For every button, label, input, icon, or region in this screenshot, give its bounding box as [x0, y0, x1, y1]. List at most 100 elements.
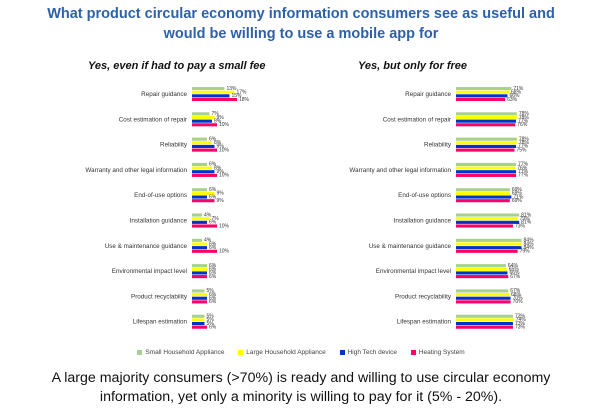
- category-label-free-environmental-impact-level: Environmental impact level: [376, 268, 451, 275]
- bar-free-product-recyclability-high-tech: [456, 296, 511, 300]
- bar-paid-installation-guidance-small-household: [192, 213, 202, 217]
- bar-paid-installation-guidance-heating-system: [192, 224, 217, 228]
- category-label-free-product-recyclability: Product recyclability: [395, 293, 452, 300]
- data-label-free-repair-guidance-heating-system: 63%: [507, 97, 518, 103]
- data-label-paid-product-recyclability-high-tech: 6%: [209, 296, 217, 302]
- data-label-free-use-maintenance-guidance-small-household: 84%: [524, 238, 535, 244]
- data-label-paid-reliability-high-tech: 9%: [217, 144, 225, 150]
- data-label-free-product-recyclability-high-tech: 70%: [513, 296, 524, 302]
- bar-paid-repair-guidance-small-household: [192, 87, 225, 91]
- bar-paid-cost-estimation-of-repair-heating-system: [192, 123, 217, 127]
- bar-free-repair-guidance-heating-system: [456, 97, 506, 102]
- bar-free-installation-guidance-high-tech: [456, 220, 520, 224]
- bar-paid-lifespan-estimation-small-household: [192, 314, 205, 318]
- data-label-paid-reliability-large-household: 8%: [214, 140, 222, 146]
- data-label-paid-lifespan-estimation-high-tech: 5%: [207, 321, 215, 327]
- data-label-free-repair-guidance-small-household: 71%: [513, 86, 524, 92]
- data-label-paid-cost-estimation-of-repair-large-household: 9%: [217, 115, 225, 121]
- category-label-free-end-of-use-options: End-of-use options: [398, 192, 451, 199]
- data-label-free-end-of-use-options-high-tech: 71%: [513, 194, 524, 200]
- data-label-paid-environmental-impact-level-small-household: 6%: [209, 263, 217, 269]
- bar-free-end-of-use-options-heating-system: [456, 199, 510, 203]
- data-label-free-cost-estimation-of-repair-heating-system: 76%: [517, 122, 528, 128]
- category-label-paid-lifespan-estimation: Lifespan estimation: [133, 319, 188, 326]
- bar-paid-environmental-impact-level-large-household: [192, 267, 207, 271]
- data-label-paid-end-of-use-options-heating-system: 9%: [217, 198, 225, 204]
- bar-free-reliability-large-household: [456, 141, 517, 145]
- data-label-free-warranty-and-other-legal-information-large-household: 76%: [517, 165, 528, 171]
- bar-free-lifespan-estimation-small-household: [456, 314, 513, 318]
- bar-free-use-maintenance-guidance-large-household: [456, 242, 522, 246]
- bar-free-warranty-and-other-legal-information-small-household: [456, 162, 517, 166]
- data-label-free-reliability-high-tech: 77%: [518, 144, 529, 150]
- category-label-paid-environmental-impact-level: Environmental impact level: [112, 268, 187, 275]
- bar-paid-cost-estimation-of-repair-small-household: [192, 112, 210, 116]
- data-label-free-reliability-small-household: 78%: [519, 136, 530, 142]
- bar-paid-product-recyclability-small-household: [192, 289, 205, 293]
- bar-paid-use-maintenance-guidance-large-household: [192, 242, 207, 246]
- data-label-paid-reliability-heating-system: 10%: [219, 147, 230, 153]
- category-label-paid-installation-guidance: Installation guidance: [130, 218, 188, 225]
- data-label-free-end-of-use-options-large-household: 69%: [512, 191, 523, 197]
- bar-free-lifespan-estimation-high-tech: [456, 322, 513, 326]
- data-label-paid-cost-estimation-of-repair-heating-system: 10%: [219, 122, 230, 128]
- data-label-paid-product-recyclability-small-household: 5%: [207, 288, 215, 294]
- bar-paid-cost-estimation-of-repair-large-household: [192, 115, 215, 120]
- conclusion-text: A large majority consumers (>70%) is rea…: [0, 369, 602, 407]
- bar-paid-use-maintenance-guidance-heating-system: [192, 249, 217, 253]
- bar-paid-end-of-use-options-small-household: [192, 188, 207, 192]
- bar-free-cost-estimation-of-repair-small-household: [456, 112, 517, 116]
- conclusion-line-2: information, yet only a minority is will…: [99, 389, 503, 405]
- data-label-free-warranty-and-other-legal-information-small-household: 77%: [518, 162, 529, 168]
- bar-free-reliability-heating-system: [456, 148, 515, 152]
- data-label-paid-end-of-use-options-high-tech: 6%: [209, 194, 217, 200]
- bar-free-installation-guidance-heating-system: [456, 224, 513, 228]
- bar-free-product-recyclability-large-household: [456, 293, 510, 297]
- bar-paid-environmental-impact-level-small-household: [192, 264, 207, 268]
- chart-title-free: Yes, but only for free: [358, 60, 468, 72]
- category-label-paid-product-recyclability: Product recyclability: [131, 293, 188, 300]
- data-label-paid-use-maintenance-guidance-heating-system: 10%: [219, 249, 230, 255]
- data-label-paid-use-maintenance-guidance-small-household: 4%: [204, 238, 212, 244]
- data-label-paid-environmental-impact-level-heating-system: 6%: [209, 274, 217, 280]
- data-label-paid-warranty-and-other-legal-information-high-tech: 9%: [217, 169, 225, 175]
- data-label-free-end-of-use-options-heating-system: 69%: [512, 198, 523, 204]
- legend-label-high-tech: High Tech device: [347, 349, 397, 356]
- bar-free-use-maintenance-guidance-heating-system: [456, 249, 518, 253]
- data-label-free-installation-guidance-large-household: 79%: [520, 216, 531, 222]
- data-label-free-environmental-impact-level-heating-system: 67%: [510, 274, 521, 280]
- data-label-paid-lifespan-estimation-heating-system: 6%: [209, 324, 217, 330]
- bar-paid-end-of-use-options-high-tech: [192, 195, 207, 199]
- bar-free-product-recyclability-heating-system: [456, 300, 511, 304]
- data-label-free-environmental-impact-level-high-tech: 66%: [509, 270, 520, 276]
- data-label-free-use-maintenance-guidance-heating-system: 79%: [520, 249, 531, 255]
- legend-swatch-high-tech: [339, 349, 345, 355]
- legend-item-heating-system: Heating System: [410, 349, 465, 356]
- bar-paid-product-recyclability-large-household: [192, 293, 207, 297]
- bar-paid-lifespan-estimation-large-household: [192, 318, 205, 322]
- data-label-paid-use-maintenance-guidance-high-tech: 6%: [209, 245, 217, 251]
- data-label-free-product-recyclability-heating-system: 70%: [513, 299, 524, 305]
- bar-paid-product-recyclability-heating-system: [192, 300, 207, 304]
- bar-paid-repair-guidance-heating-system: [192, 97, 237, 102]
- bar-free-product-recyclability-small-household: [456, 289, 509, 293]
- category-label-paid-cost-estimation-of-repair: Cost estimation of repair: [119, 116, 187, 123]
- category-label-free-warranty-and-other-legal-information: Warranty and other legal information: [349, 167, 451, 174]
- bar-free-cost-estimation-of-repair-heating-system: [456, 123, 516, 127]
- data-label-paid-installation-guidance-heating-system: 10%: [219, 223, 230, 229]
- bar-free-repair-guidance-small-household: [456, 87, 512, 91]
- bar-free-warranty-and-other-legal-information-heating-system: [456, 173, 517, 177]
- data-label-free-reliability-heating-system: 75%: [517, 147, 528, 153]
- data-label-paid-end-of-use-options-small-household: 6%: [209, 187, 217, 193]
- bar-free-use-maintenance-guidance-high-tech: [456, 246, 522, 250]
- legend-label-heating-system: Heating System: [418, 349, 465, 356]
- bar-paid-warranty-and-other-legal-information-high-tech: [192, 170, 215, 174]
- bar-free-end-of-use-options-large-household: [456, 191, 510, 195]
- bar-free-cost-estimation-of-repair-large-household: [456, 115, 517, 120]
- legend-swatch-small-household: [137, 349, 143, 355]
- data-label-free-reliability-large-household: 78%: [519, 140, 530, 146]
- data-label-free-product-recyclability-large-household: 68%: [511, 292, 522, 298]
- bar-paid-repair-guidance-large-household: [192, 90, 235, 94]
- data-label-free-lifespan-estimation-small-household: 73%: [515, 314, 526, 320]
